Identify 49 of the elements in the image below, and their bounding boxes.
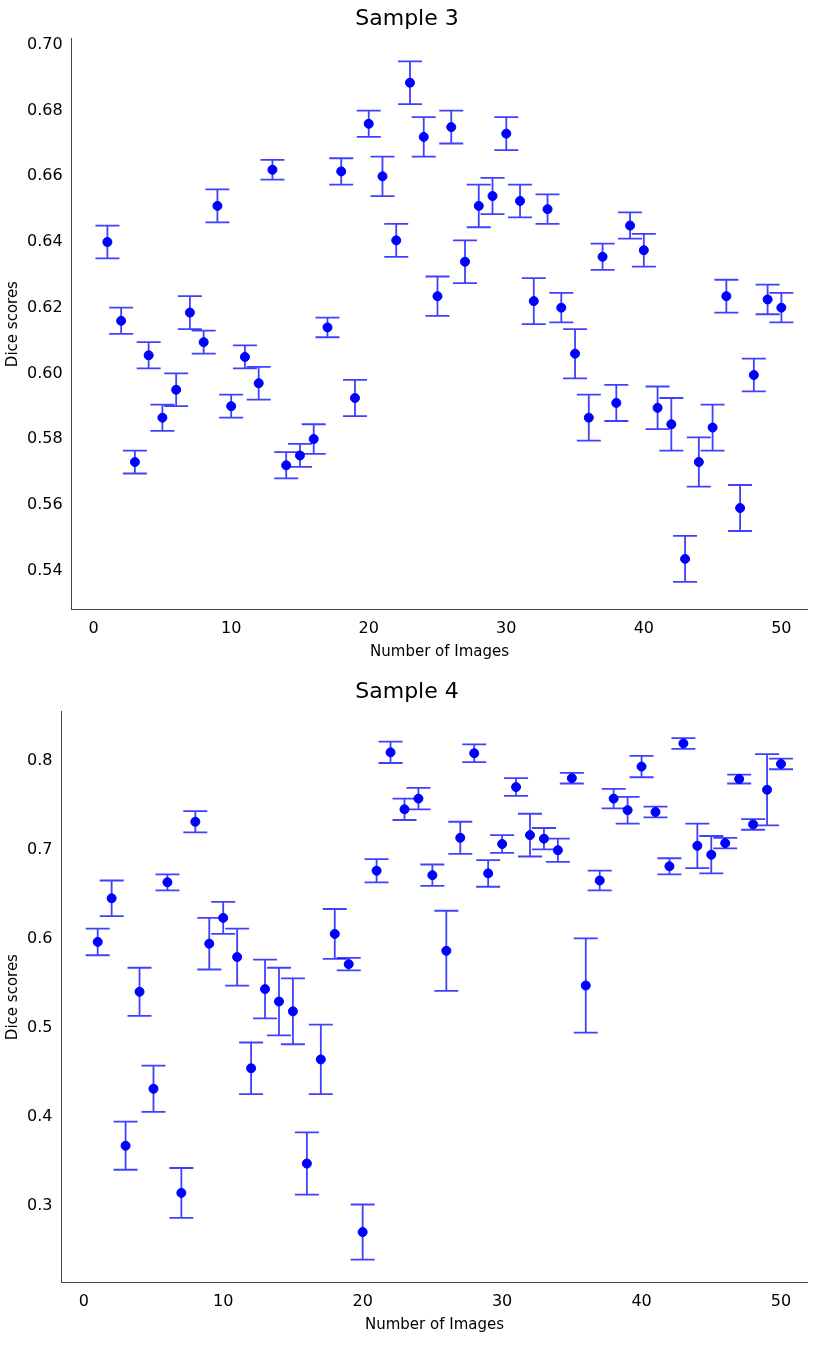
y-tick-label: 0.58: [27, 428, 63, 448]
y-tick-label: 0.54: [27, 559, 63, 579]
x-tick-label: 0: [88, 617, 99, 637]
y-tick-label: 0.60: [27, 362, 63, 382]
y-tick-label: 0.56: [27, 493, 63, 513]
x-tick-label: 50: [770, 1290, 792, 1310]
point: [157, 412, 168, 423]
point: [652, 402, 663, 413]
chart-title: Sample 4: [355, 677, 459, 703]
x-tick-label: 20: [358, 617, 379, 637]
point: [162, 877, 173, 888]
x-tick-label: 30: [491, 1290, 513, 1310]
y-tick-label: 0.62: [27, 296, 63, 316]
x-tick-label: 40: [633, 617, 654, 637]
point: [134, 986, 145, 997]
point: [322, 322, 333, 333]
point: [542, 204, 553, 215]
x-tick-label: 20: [352, 1290, 373, 1310]
y-tick-label: 0.70: [27, 34, 63, 54]
y-tick-label: 0.8: [26, 750, 53, 770]
point: [597, 251, 608, 262]
y-tick-label: 0.66: [27, 165, 63, 185]
point: [148, 1083, 159, 1094]
y-axis-title: Dice scores: [2, 280, 21, 368]
y-tick-label: 0.3: [26, 1195, 53, 1215]
y-axis-title: Dice scores: [2, 953, 21, 1041]
x-axis-title: Number of Images: [364, 1314, 505, 1333]
point: [212, 200, 223, 211]
y-tick-label: 0.5: [26, 1017, 53, 1037]
x-tick-label: 10: [221, 617, 242, 637]
x-axis-title: Number of Images: [370, 641, 510, 660]
x-tick-label: 10: [213, 1290, 234, 1310]
x-tick-label: 40: [631, 1290, 652, 1310]
y-tick-label: 0.7: [26, 839, 53, 859]
point: [267, 164, 278, 175]
x-tick-label: 50: [771, 617, 792, 637]
chart-title: Sample 3: [355, 4, 459, 30]
point: [664, 861, 675, 872]
y-tick-label: 0.6: [26, 928, 53, 948]
point: [432, 291, 443, 302]
x-tick-label: 30: [496, 617, 517, 637]
x-tick-label: 0: [78, 1290, 89, 1310]
point: [120, 1140, 131, 1151]
point: [707, 422, 718, 433]
y-tick-label: 0.64: [27, 231, 63, 251]
point: [636, 761, 647, 772]
y-tick-label: 0.4: [26, 1106, 53, 1126]
point: [487, 191, 498, 202]
y-tick-label: 0.68: [27, 99, 63, 119]
